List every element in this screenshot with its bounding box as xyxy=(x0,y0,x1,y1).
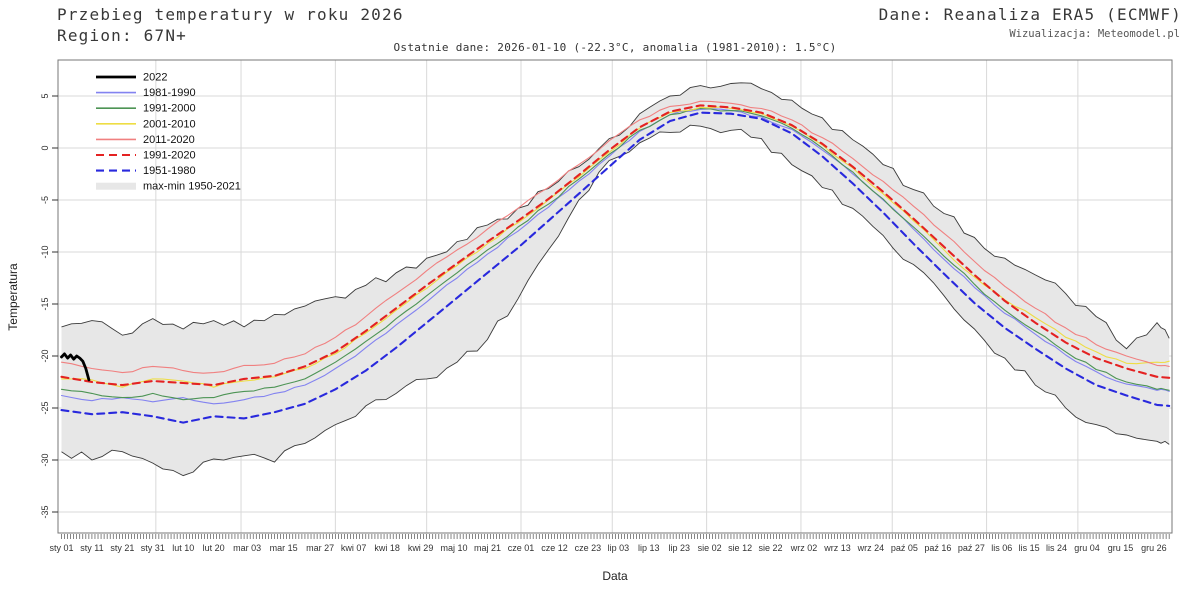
x-tick-label: paź 05 xyxy=(891,543,918,553)
x-tick-label: maj 10 xyxy=(441,543,468,553)
series-2011-2020 xyxy=(60,100,1170,374)
x-tick-label: sty 01 xyxy=(49,543,73,553)
x-axis-label: Data xyxy=(602,569,628,583)
x-tick-label: kwi 07 xyxy=(341,543,367,553)
x-tick-label: wrz 02 xyxy=(790,543,818,553)
x-tick-label: sie 22 xyxy=(759,543,783,553)
last-data-subtitle: Ostatnie dane: 2026-01-10 (-22.3°C, anom… xyxy=(393,41,837,54)
data-source-title: Dane: Reanaliza ERA5 (ECMWF) xyxy=(878,5,1182,24)
legend-label-1991-2000: 1991-2000 xyxy=(143,103,196,115)
x-tick-label: sie 12 xyxy=(728,543,752,553)
region-subtitle: Region: 67N+ xyxy=(57,26,187,45)
x-tick-label: lis 24 xyxy=(1046,543,1067,553)
y-tick-label: -30 xyxy=(40,453,50,466)
x-tick-label: gru 04 xyxy=(1074,543,1100,553)
minmax-band xyxy=(61,82,1170,476)
series-1991-2020 xyxy=(60,104,1171,387)
x-tick-label: sty 31 xyxy=(141,543,165,553)
band-max-line xyxy=(61,82,1170,350)
page-title: Przebieg temperatury w roku 2026 xyxy=(57,5,404,24)
legend-band-swatch xyxy=(96,182,136,190)
legend-label-1981-1990: 1981-1990 xyxy=(143,87,196,99)
y-tick-label: 5 xyxy=(40,93,50,98)
x-tick-label: mar 15 xyxy=(270,543,298,553)
x-tick-label: lip 13 xyxy=(638,543,660,553)
x-tick-label: lis 15 xyxy=(1019,543,1040,553)
x-tick-label: gru 15 xyxy=(1108,543,1134,553)
y-tick-label: -15 xyxy=(40,297,50,310)
x-tick-label: cze 01 xyxy=(508,543,535,553)
legend-label-2011-2020: 2011-2020 xyxy=(143,134,195,146)
x-tick-label: mar 27 xyxy=(306,543,334,553)
x-tick-label: wrz 24 xyxy=(857,543,885,553)
x-tick-label: mar 03 xyxy=(233,543,261,553)
x-tick-label: cze 23 xyxy=(575,543,602,553)
legend-label-1991-2020: 1991-2020 xyxy=(143,150,196,162)
y-tick-label: -5 xyxy=(40,196,50,204)
x-tick-label: kwi 29 xyxy=(408,543,434,553)
x-tick-label: sie 02 xyxy=(698,543,722,553)
plot-border xyxy=(57,59,1173,534)
series-1991-2000 xyxy=(60,107,1170,401)
visualization-credit: Wizualizacja: Meteomodel.pl xyxy=(1009,28,1180,40)
x-tick-label: paź 27 xyxy=(958,543,985,553)
y-tick-label: -35 xyxy=(40,505,50,518)
series-1951-1980 xyxy=(60,111,1171,424)
y-tick-label: -20 xyxy=(40,349,50,362)
legend-label-1951-1980: 1951-1980 xyxy=(143,165,196,177)
x-tick-label: maj 21 xyxy=(474,543,501,553)
y-tick-label: 0 xyxy=(40,145,50,150)
x-tick-label: wrz 13 xyxy=(823,543,851,553)
x-tick-label: lis 06 xyxy=(991,543,1012,553)
x-tick-label: paź 16 xyxy=(924,543,951,553)
x-tick-label: lip 03 xyxy=(608,543,630,553)
legend-label-2022: 2022 xyxy=(143,72,167,84)
x-tick-label: lut 10 xyxy=(172,543,194,553)
x-tick-label: kwi 18 xyxy=(374,543,400,553)
y-tick-label: -25 xyxy=(40,401,50,414)
y-axis: 5 0 -5 -10 -15 -20 -25 -30 -35 xyxy=(40,93,58,519)
y-tick-label: -10 xyxy=(40,245,50,258)
series-2022 xyxy=(60,352,91,382)
x-axis: sty 01 sty 11 sty 21 sty 31 lut 10 lut 20 mar … xyxy=(49,534,1170,553)
x-tick-label: cze 12 xyxy=(541,543,568,553)
plot-area xyxy=(60,82,1171,477)
x-tick-label: lut 20 xyxy=(203,543,225,553)
legend-label-max-min 1950-2021: max-min 1950-2021 xyxy=(143,181,241,193)
legend: 2022 1981-1990 1991-2000 2001-2010 2011-2020… xyxy=(96,72,241,193)
x-tick-label: lip 23 xyxy=(668,543,690,553)
series-1981-1990 xyxy=(60,108,1170,405)
x-tick-label: gru 26 xyxy=(1141,543,1167,553)
x-tick-label: sty 11 xyxy=(80,543,103,553)
x-tick-label: sty 21 xyxy=(110,543,134,553)
legend-label-2001-2010: 2001-2010 xyxy=(143,118,196,130)
